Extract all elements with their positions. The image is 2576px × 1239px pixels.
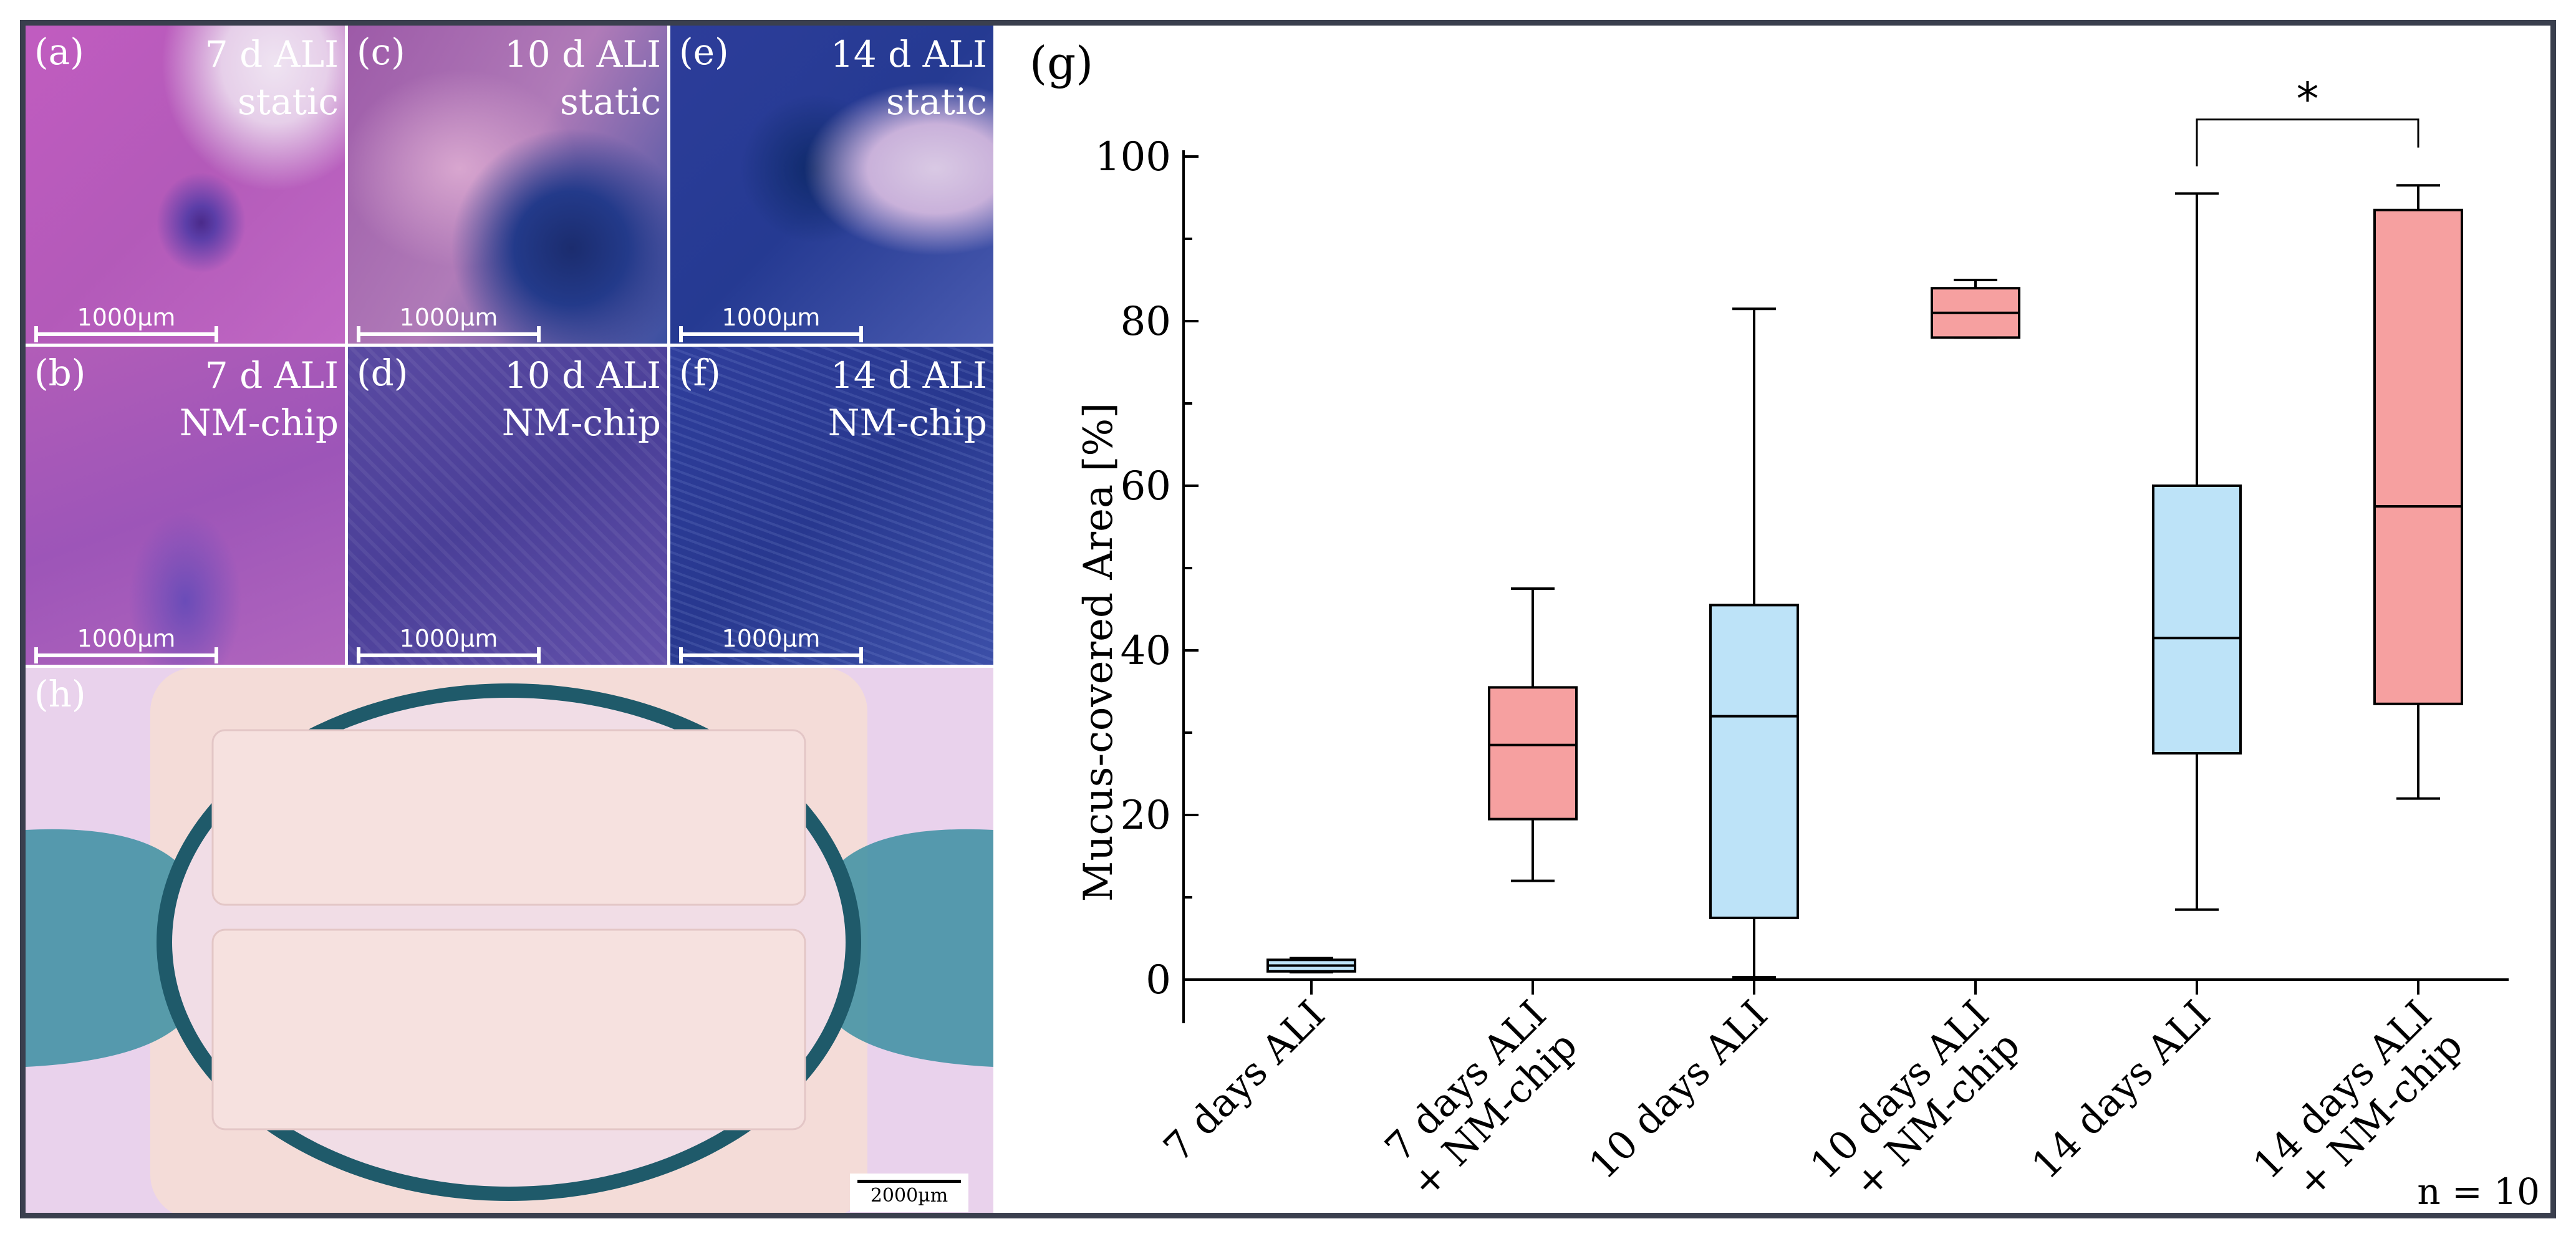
- condition-label-f: 14 d ALI NM-chip: [827, 354, 987, 444]
- significance-line: [2196, 118, 2419, 166]
- panel-label-e: (e): [679, 31, 729, 73]
- x-category-label: 14 days ALI: [2023, 991, 2219, 1188]
- box-iqr: [1488, 686, 1578, 821]
- box-iqr: [2373, 208, 2463, 705]
- y-tick-label: 40: [1121, 628, 1171, 674]
- x-category-line: 14 days ALI: [2023, 991, 2219, 1188]
- box-3: [1709, 307, 1799, 979]
- box-iqr: [2152, 485, 2242, 754]
- micrograph-c: (c) 10 d ALI static 1000µm: [348, 26, 667, 344]
- panel-label-a: (a): [34, 31, 84, 73]
- box-4: [1931, 279, 2020, 339]
- panel-label-f: (f): [679, 352, 721, 394]
- box-5: [2152, 192, 2242, 911]
- micrograph-f: (f) 14 d ALI NM-chip 1000µm: [670, 347, 993, 665]
- micrograph-b: (b) 7 d ALI NM-chip 1000µm: [26, 347, 345, 665]
- chip-photo-h: (h) 2000µm: [26, 668, 993, 1213]
- x-category-label: 10 days ALI: [1580, 991, 1777, 1188]
- scale-bar-c: 1000µm: [357, 304, 541, 342]
- y-tick-label: 20: [1121, 793, 1171, 839]
- condition-label-a: 7 d ALI static: [205, 33, 339, 123]
- significance-star: *: [2297, 73, 2319, 125]
- condition-label-b: 7 d ALI NM-chip: [179, 354, 339, 444]
- left-channel: [26, 829, 188, 1067]
- box-2: [1488, 587, 1578, 882]
- y-tick-label: 100: [1095, 134, 1171, 180]
- x-category-label: 10 days ALI+ NM-chip: [1802, 991, 2028, 1218]
- right-channel: [830, 829, 993, 1067]
- panel-label-c: (c): [357, 31, 405, 73]
- significance-bracket: *: [2196, 73, 2419, 166]
- chip-window-top: [211, 729, 806, 906]
- box-6: [2373, 184, 2463, 800]
- micrograph-e: (e) 14 d ALI static 1000µm: [670, 26, 993, 344]
- panel-label-b: (b): [34, 352, 86, 394]
- micrograph-d: (d) 10 d ALI NM-chip 1000µm: [348, 347, 667, 665]
- figure-frame: (a) 7 d ALI static 1000µm (b) 7 d ALI NM-c…: [20, 20, 2556, 1218]
- y-axis-label: Mucus-covered Area [%]: [1076, 403, 1122, 902]
- chip-photo-drawing: [26, 668, 993, 1213]
- x-category-line: 10 days ALI: [1580, 991, 1777, 1188]
- y-tick-label: 80: [1121, 299, 1171, 345]
- boxplot-chart: (g) Mucus-covered Area [%] 020406080100 …: [1030, 37, 2540, 1218]
- box-1: [1266, 957, 1356, 974]
- panel-label-d: (d): [357, 352, 408, 394]
- box-iqr: [1709, 604, 1799, 920]
- condition-label-d: 10 d ALI NM-chip: [501, 354, 661, 444]
- axes: 0 20 40 60 80 100: [1095, 134, 2509, 1023]
- y-tick-label: 60: [1121, 463, 1171, 509]
- panel-label-g: (g): [1030, 37, 1093, 89]
- y-tick-label: 0: [1146, 957, 1171, 1003]
- scale-bar-a: 1000µm: [34, 304, 218, 342]
- micrograph-a: (a) 7 d ALI static 1000µm: [26, 26, 345, 344]
- chip-window-bottom: [211, 928, 806, 1131]
- scale-bar-d: 1000µm: [357, 625, 541, 663]
- scale-bar-h: 2000µm: [850, 1174, 968, 1212]
- x-category-label: 7 days ALI+ NM-chip: [1371, 991, 1586, 1207]
- scale-bar-b: 1000µm: [34, 625, 218, 663]
- scale-bar-f: 1000µm: [679, 625, 863, 663]
- scale-bar-e: 1000µm: [679, 304, 863, 342]
- condition-label-e: 14 d ALI static: [830, 33, 987, 123]
- sample-size-annotation: n = 10: [2417, 1170, 2540, 1213]
- x-category-label: 7 days ALI: [1155, 991, 1334, 1170]
- condition-label-c: 10 d ALI static: [504, 33, 661, 123]
- panel-label-h: (h): [34, 673, 86, 715]
- boxes: [1266, 184, 2463, 979]
- x-category-line: 7 days ALI: [1155, 991, 1334, 1170]
